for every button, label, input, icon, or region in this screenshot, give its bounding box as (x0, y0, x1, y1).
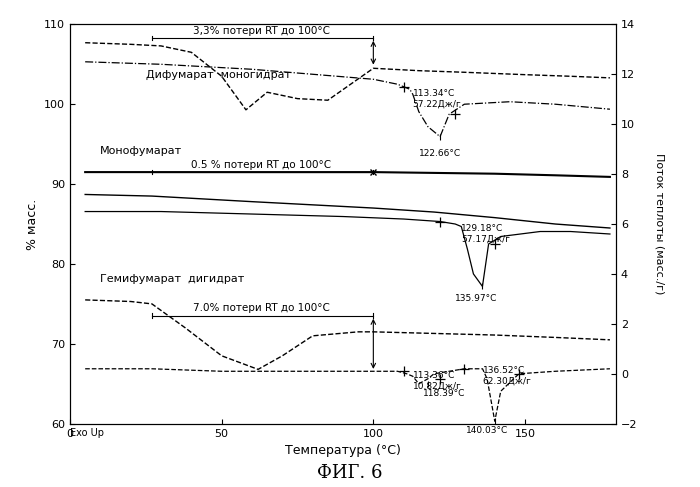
Text: 0.5 % потери RT до 100°C: 0.5 % потери RT до 100°C (191, 160, 331, 169)
Text: 122.66°C: 122.66°C (419, 149, 461, 158)
Text: 140.03°C: 140.03°C (466, 426, 508, 435)
Text: Монофумарат: Монофумарат (100, 146, 183, 156)
Y-axis label: Поток теплоты (масс./г): Поток теплоты (масс./г) (654, 153, 664, 295)
Text: 113.34°C
57.22Дж/г: 113.34°C 57.22Дж/г (413, 89, 461, 109)
Text: Дифумарат  моногидрат: Дифумарат моногидрат (146, 70, 290, 80)
Text: 118.39°C: 118.39°C (424, 389, 466, 398)
Text: 135.97°C: 135.97°C (455, 294, 498, 303)
Text: 136.52°C
62.30Дж/г: 136.52°C 62.30Дж/г (482, 366, 531, 386)
Text: Гемифумарат  дигидрат: Гемифумарат дигидрат (100, 274, 244, 284)
Text: 129.18°C
57.17Дж/г: 129.18°C 57.17Дж/г (461, 224, 510, 244)
Text: 113.36°C
10.82Дж/г: 113.36°C 10.82Дж/г (413, 371, 461, 391)
Text: 7.0% потери RT до 100°C: 7.0% потери RT до 100°C (193, 303, 330, 314)
Y-axis label: % масс.: % масс. (26, 198, 38, 250)
Text: ФИГ. 6: ФИГ. 6 (317, 464, 383, 482)
Text: 3,3% потери RT до 100°C: 3,3% потери RT до 100°C (193, 25, 330, 36)
X-axis label: Температура (°C): Температура (°C) (285, 444, 401, 457)
Text: Exo Up: Exo Up (70, 428, 104, 438)
